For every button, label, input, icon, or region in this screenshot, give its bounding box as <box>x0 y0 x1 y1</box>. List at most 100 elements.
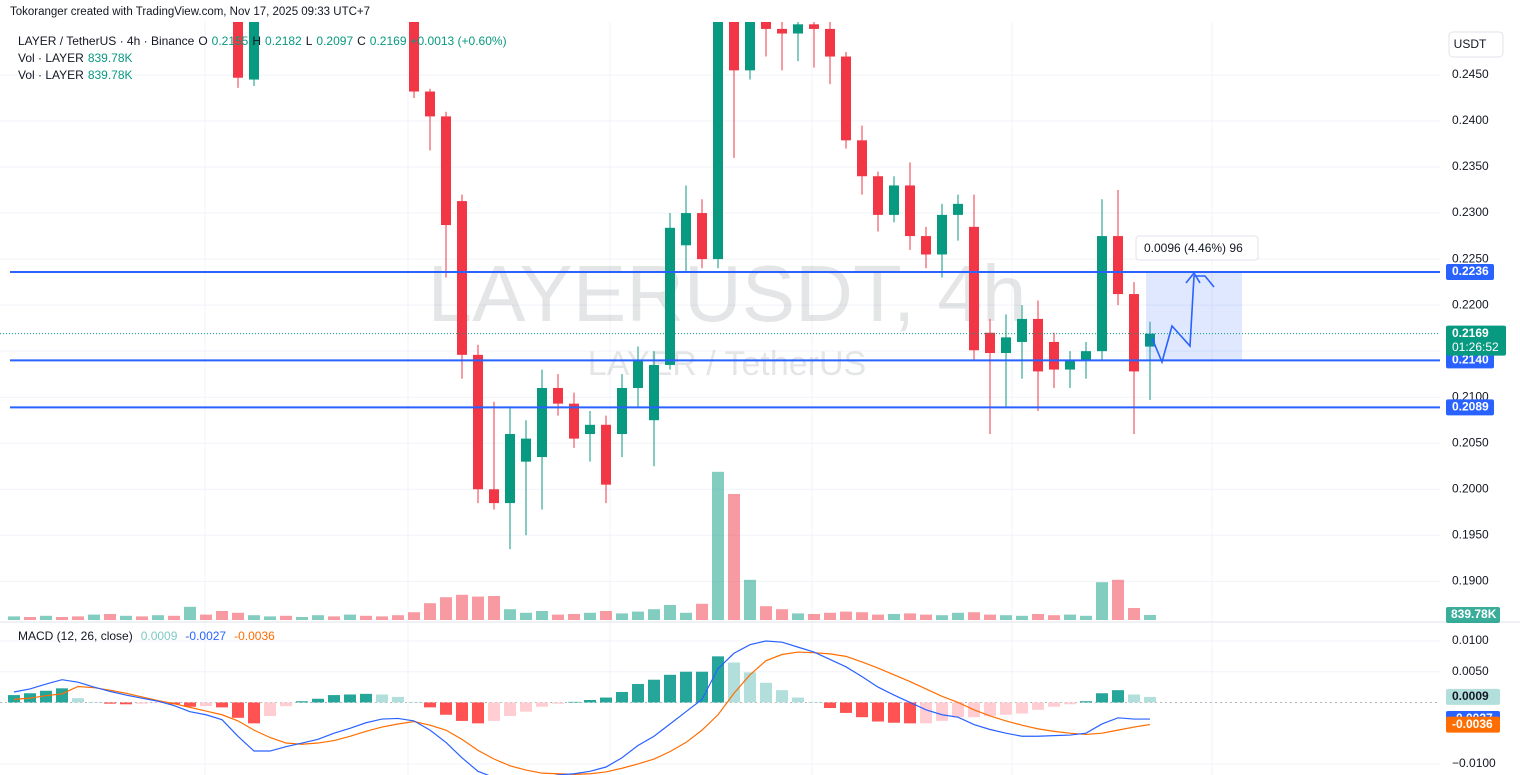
candle-body <box>889 185 899 215</box>
macd-histogram-bar <box>136 702 148 704</box>
y-tick-label: 0.2350 <box>1452 159 1489 173</box>
vol-line: Vol · LAYER 839.78K <box>18 51 133 65</box>
volume-bar <box>72 616 84 620</box>
level-label-bg <box>1446 399 1494 416</box>
volume-bar <box>168 615 180 620</box>
macd-histogram-bar <box>328 695 340 703</box>
ohlc-value: 0.2155 <box>211 34 249 48</box>
candle-body <box>857 140 867 177</box>
volume-bar <box>936 615 948 620</box>
macd-name: MACD (12, 26, close) <box>18 629 133 643</box>
candle-body <box>793 24 803 34</box>
candle-body <box>633 360 643 388</box>
macd-histogram-bar <box>440 702 452 715</box>
volume-layer <box>8 471 1156 620</box>
candle-body <box>249 22 259 80</box>
level-label: 0.2236 <box>1452 264 1489 278</box>
macd-value: -0.0027 <box>185 629 227 643</box>
macd-histogram-bar <box>728 662 740 703</box>
macd-histogram-bar <box>104 702 116 704</box>
candle-body <box>553 387 563 404</box>
vol-name: Vol · LAYER <box>18 51 84 65</box>
volume-bar <box>680 612 692 620</box>
macd-histogram-bar <box>936 702 948 721</box>
volume-bar <box>376 616 388 620</box>
candle-body <box>505 434 515 504</box>
change: +0.0013 (+0.60%) <box>410 34 507 48</box>
level-label: 0.2089 <box>1452 399 1489 413</box>
volume-bar <box>568 614 580 620</box>
watermark-name: LAYER / TetherUS <box>588 345 866 383</box>
macd-histogram-bar <box>88 701 100 703</box>
candle-body <box>921 236 931 255</box>
volume-bar <box>88 614 100 620</box>
volume-bar <box>984 614 996 620</box>
macd-histogram-bar <box>200 702 212 707</box>
volume-bar <box>264 616 276 620</box>
candle-body <box>617 387 627 435</box>
candle-body <box>569 403 579 439</box>
volume-bar <box>840 611 852 620</box>
volume-bar <box>808 614 820 620</box>
ohlc-label: H <box>252 34 262 48</box>
candle-body <box>457 201 467 355</box>
level-label-bg <box>1446 263 1494 280</box>
volume-bar <box>1016 615 1028 620</box>
candle-body <box>441 116 451 226</box>
volume-bar <box>792 613 804 620</box>
y-tick-label: 0.2400 <box>1452 113 1489 127</box>
y-tick-label: 0.1950 <box>1452 527 1489 541</box>
macd-histogram-bar <box>1128 694 1140 703</box>
macd-layer <box>0 640 1440 775</box>
macd-histogram-bar <box>616 692 628 703</box>
candle-body <box>729 22 739 71</box>
ohlc-value: 0.2097 <box>316 34 354 48</box>
volume-bar <box>136 616 148 620</box>
macd-histogram-bar <box>520 702 532 712</box>
macd-histogram-bar <box>632 684 644 703</box>
volume-bar <box>1000 615 1012 620</box>
volume-bar <box>40 615 52 620</box>
macd-histogram-bar <box>744 672 756 703</box>
candle-body <box>537 387 547 458</box>
volume-bar <box>216 611 228 620</box>
macd-histogram-bar <box>1048 702 1060 707</box>
candle-body <box>745 22 755 71</box>
volume-bar <box>328 616 340 620</box>
currency-button[interactable] <box>1448 31 1504 58</box>
volume-label: 839.78K <box>1451 607 1497 621</box>
volume-bar <box>504 609 516 620</box>
macd-histogram-bar <box>536 702 548 707</box>
price-layer <box>233 22 1155 550</box>
macd-histogram-bar <box>56 688 68 703</box>
candle-body <box>1081 351 1091 361</box>
candle-body <box>761 22 771 29</box>
ohlc-label: C <box>357 34 366 48</box>
volume-bar <box>904 613 916 620</box>
volume-bar <box>296 617 308 620</box>
candle-body <box>1033 318 1043 372</box>
volume-bar <box>968 612 980 620</box>
volume-bar <box>856 612 868 620</box>
volume-bar <box>360 615 372 620</box>
macd-last-bg <box>1446 688 1500 705</box>
volume-bar <box>1144 614 1156 620</box>
macd-histogram-bar <box>568 701 580 703</box>
ohlc-value: 0.2182 <box>265 34 302 48</box>
candle-body <box>937 214 947 255</box>
macd-histogram-bar <box>776 690 788 703</box>
candle-body <box>425 91 435 117</box>
macd-histogram-bar <box>424 702 436 708</box>
macd-histogram-bar <box>952 702 964 718</box>
macd-histogram-bar <box>1096 693 1108 703</box>
macd-histogram-bar <box>456 702 468 721</box>
candle-body <box>713 22 723 260</box>
candle-body <box>1113 236 1123 295</box>
volume-bar <box>632 611 644 620</box>
macd-histogram-bar <box>72 698 84 703</box>
y-tick-label: −0.0100 <box>1452 756 1496 770</box>
candle-body <box>521 438 531 462</box>
currency[interactable]: USDT <box>1454 37 1487 51</box>
volume-bar <box>616 613 628 620</box>
candle-body <box>601 424 611 485</box>
